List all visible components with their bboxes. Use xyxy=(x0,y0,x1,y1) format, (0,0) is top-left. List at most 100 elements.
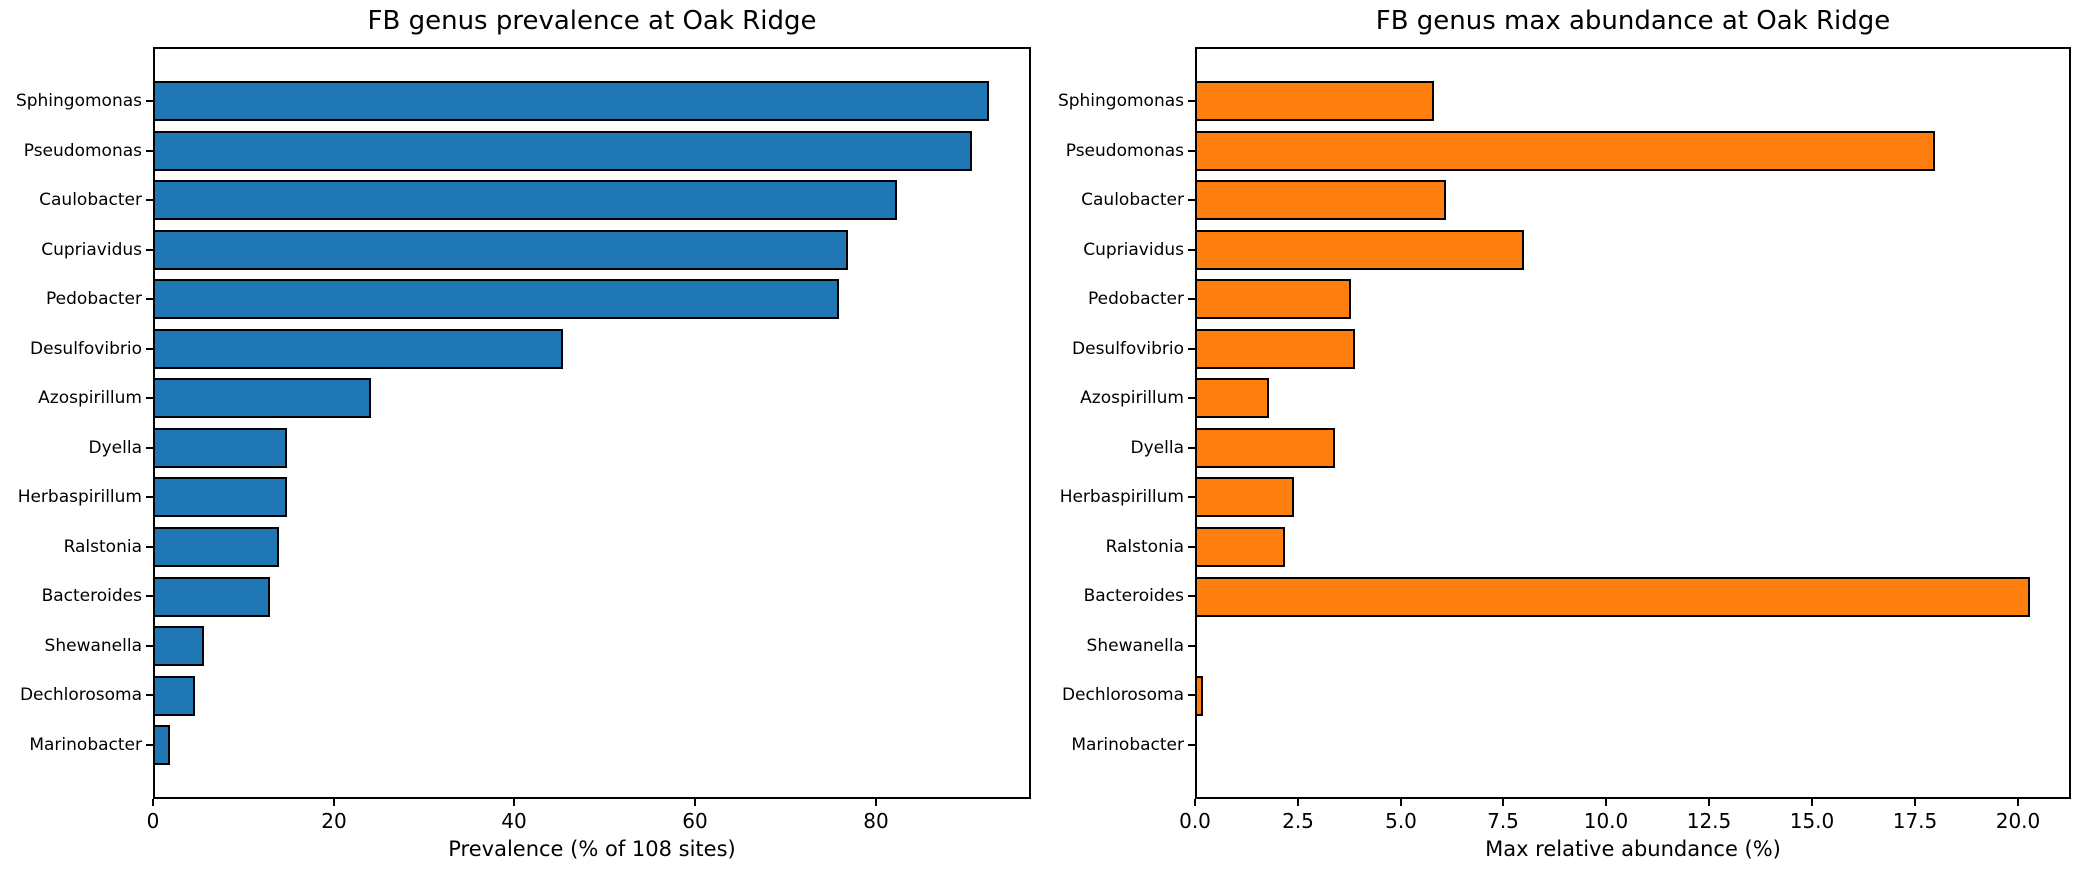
bar-dechlorosoma xyxy=(1195,676,1203,716)
xtick-mark xyxy=(1605,799,1607,806)
ytick-mark xyxy=(1188,546,1195,548)
xtick-label: 60 xyxy=(682,809,708,833)
ytick-label-herbaspirillum: Herbaspirillum xyxy=(1059,487,1184,507)
ytick-label-herbaspirillum: Herbaspirillum xyxy=(17,487,142,507)
bar-sphingomonas xyxy=(1195,81,1434,121)
bar-shewanella xyxy=(1195,626,1198,666)
ytick-mark xyxy=(1188,744,1195,746)
xtick-label: 40 xyxy=(501,809,527,833)
bar-caulobacter xyxy=(1195,180,1446,220)
ytick-label-marinobacter: Marinobacter xyxy=(29,735,142,755)
ytick-mark xyxy=(146,546,153,548)
bar-caulobacter xyxy=(153,180,897,220)
ytick-label-pseudomonas: Pseudomonas xyxy=(1065,141,1184,161)
ytick-label-bacteroides: Bacteroides xyxy=(41,586,142,606)
ytick-label-dyella: Dyella xyxy=(88,438,142,458)
ytick-mark xyxy=(146,595,153,597)
ytick-mark xyxy=(1188,298,1195,300)
ytick-mark xyxy=(1188,348,1195,350)
ytick-label-dyella: Dyella xyxy=(1130,438,1184,458)
ytick-mark xyxy=(1188,249,1195,251)
xtick-label: 2.5 xyxy=(1282,809,1314,833)
plot-area xyxy=(1195,47,2071,799)
ytick-mark xyxy=(146,694,153,696)
ytick-mark xyxy=(146,645,153,647)
ytick-label-caulobacter: Caulobacter xyxy=(39,190,142,210)
xtick-label: 20.0 xyxy=(1995,809,2041,833)
xtick-label: 80 xyxy=(863,809,889,833)
xtick-mark xyxy=(1914,799,1916,806)
plot-area xyxy=(153,47,1031,799)
bar-bacteroides xyxy=(153,577,270,617)
ytick-label-cupriavidus: Cupriavidus xyxy=(41,240,142,260)
xtick-mark xyxy=(1194,799,1196,806)
bar-ralstonia xyxy=(153,527,279,567)
xtick-mark xyxy=(1811,799,1813,806)
xtick-mark xyxy=(152,799,154,806)
ytick-label-azospirillum: Azospirillum xyxy=(1080,388,1184,408)
ytick-mark xyxy=(1188,199,1195,201)
ytick-label-azospirillum: Azospirillum xyxy=(38,388,142,408)
bar-dechlorosoma xyxy=(153,676,195,716)
ytick-mark xyxy=(1188,694,1195,696)
ytick-label-shewanella: Shewanella xyxy=(1086,636,1184,656)
bar-azospirillum xyxy=(1195,378,1269,418)
ytick-label-desulfovibrio: Desulfovibrio xyxy=(30,339,142,359)
xtick-label: 7.5 xyxy=(1487,809,1519,833)
ytick-label-caulobacter: Caulobacter xyxy=(1081,190,1184,210)
ytick-mark xyxy=(1188,397,1195,399)
chart-title: FB genus max abundance at Oak Ridge xyxy=(1375,6,1891,36)
bar-marinobacter xyxy=(1195,725,1198,765)
ytick-label-ralstonia: Ralstonia xyxy=(1105,537,1184,557)
bar-pedobacter xyxy=(153,279,839,319)
bar-bacteroides xyxy=(1195,577,2030,617)
x-axis-label: Max relative abundance (%) xyxy=(1485,837,1781,861)
ytick-mark xyxy=(146,744,153,746)
bar-dyella xyxy=(1195,428,1335,468)
ytick-mark xyxy=(1188,150,1195,152)
xtick-label: 12.5 xyxy=(1686,809,1732,833)
xtick-mark xyxy=(2017,799,2019,806)
bar-pseudomonas xyxy=(153,131,972,171)
xtick-mark xyxy=(1502,799,1504,806)
xtick-mark xyxy=(1297,799,1299,806)
ytick-label-pedobacter: Pedobacter xyxy=(46,289,142,309)
ytick-mark xyxy=(1188,100,1195,102)
bar-cupriavidus xyxy=(1195,230,1524,270)
bar-marinobacter xyxy=(153,725,170,765)
bar-shewanella xyxy=(153,626,204,666)
ytick-label-sphingomonas: Sphingomonas xyxy=(15,91,142,111)
ytick-mark xyxy=(1188,447,1195,449)
xtick-mark xyxy=(1400,799,1402,806)
ytick-mark xyxy=(146,150,153,152)
ytick-mark xyxy=(146,348,153,350)
ytick-label-pedobacter: Pedobacter xyxy=(1088,289,1184,309)
ytick-label-desulfovibrio: Desulfovibrio xyxy=(1072,339,1184,359)
ytick-mark xyxy=(146,100,153,102)
bar-pseudomonas xyxy=(1195,131,1935,171)
ytick-mark xyxy=(146,298,153,300)
ytick-mark xyxy=(146,199,153,201)
ytick-label-dechlorosoma: Dechlorosoma xyxy=(19,685,142,705)
xtick-mark xyxy=(513,799,515,806)
bar-dyella xyxy=(153,428,287,468)
ytick-label-cupriavidus: Cupriavidus xyxy=(1083,240,1184,260)
xtick-label: 20 xyxy=(321,809,347,833)
bar-ralstonia xyxy=(1195,527,1285,567)
ytick-label-marinobacter: Marinobacter xyxy=(1071,735,1184,755)
ytick-mark xyxy=(146,249,153,251)
xtick-label: 17.5 xyxy=(1892,809,1938,833)
ytick-mark xyxy=(1188,595,1195,597)
xtick-mark xyxy=(875,799,877,806)
xtick-mark xyxy=(1708,799,1710,806)
ytick-mark xyxy=(1188,496,1195,498)
ytick-mark xyxy=(146,447,153,449)
bar-cupriavidus xyxy=(153,230,848,270)
xtick-mark xyxy=(694,799,696,806)
x-axis-label: Prevalence (% of 108 sites) xyxy=(448,837,736,861)
ytick-mark xyxy=(146,397,153,399)
ytick-label-dechlorosoma: Dechlorosoma xyxy=(1061,685,1184,705)
bar-sphingomonas xyxy=(153,81,989,121)
ytick-label-pseudomonas: Pseudomonas xyxy=(23,141,142,161)
